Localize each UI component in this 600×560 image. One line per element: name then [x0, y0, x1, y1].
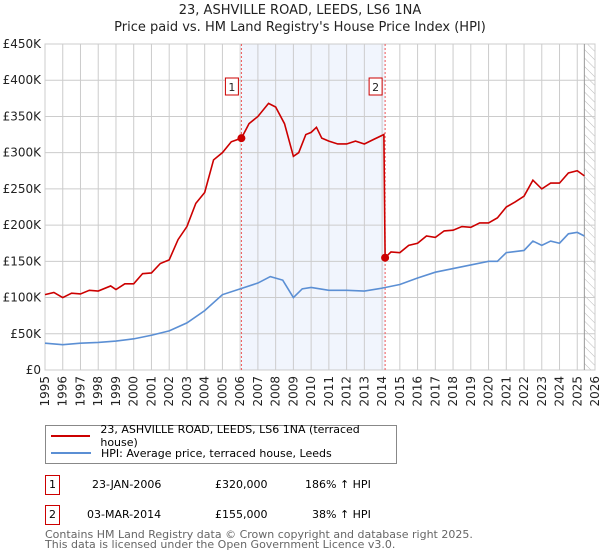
footer: Contains HM Land Registry data © Crown c…: [45, 528, 473, 551]
transaction-row: 2 03-MAR-2014 £155,000 38% ↑ HPI: [45, 505, 465, 525]
y-tick-label: £100K: [3, 291, 43, 305]
transaction-hpi: 38% ↑ HPI: [312, 508, 371, 521]
transaction-price: £155,000: [215, 508, 268, 521]
footer-line-2: This data is licensed under the Open Gov…: [45, 538, 396, 551]
x-tick-label: 2002: [162, 376, 176, 407]
legend-item-property: 23, ASHVILLE ROAD, LEEDS, LS6 1NA (terra…: [51, 423, 396, 449]
sale-point: [381, 253, 390, 262]
annotation-label: 2: [372, 81, 379, 94]
y-tick-label: £200K: [3, 218, 43, 232]
legend-label: 23, ASHVILLE ROAD, LEEDS, LS6 1NA (terra…: [100, 423, 360, 449]
x-tick-label: 2018: [446, 376, 460, 407]
x-tick-label: 2014: [375, 376, 389, 407]
x-tick-label: 2024: [553, 376, 567, 407]
x-tick-label: 1999: [109, 376, 123, 407]
legend: 23, ASHVILLE ROAD, LEEDS, LS6 1NA (terra…: [45, 423, 397, 464]
x-tick-label: 2020: [482, 376, 496, 407]
y-tick-label: £0: [26, 363, 41, 377]
transaction-badge: 1: [45, 475, 60, 495]
line-chart: 1995 1996 1997 1998 1999 2000 2001 2002 2003 2004…: [3, 37, 600, 407]
x-tick-label: 2009: [286, 376, 300, 407]
x-tick-label: 2026: [588, 376, 600, 407]
shaded-ownership-period: [241, 44, 386, 370]
x-tick-label: 2007: [251, 376, 265, 407]
annotation-box: [368, 77, 383, 96]
x-tick-label: 1995: [38, 376, 52, 407]
x-tick-label: 2025: [570, 376, 584, 407]
hpi-series-line: [44, 231, 585, 346]
annotation-label: 1: [228, 81, 235, 94]
footer-line-1: Contains HM Land Registry data © Crown c…: [45, 528, 473, 541]
x-tick-label: 1997: [73, 376, 87, 407]
y-tick-label: £300K: [3, 146, 43, 160]
x-tick-label: 2021: [499, 376, 513, 407]
transaction-badge: 2: [45, 505, 60, 525]
legend-item-hpi: HPI: Average price, terraced house, Leed…: [51, 445, 332, 461]
transaction-date: 23-JAN-2006: [92, 478, 162, 491]
y-tick-label: £450K: [3, 37, 43, 51]
legend-swatch-blue: [51, 452, 91, 454]
forecast-hatch: [584, 44, 595, 370]
legend-label: HPI: Average price, terraced house, Leed…: [101, 446, 332, 460]
annotation-box: [224, 77, 239, 96]
x-tick-label: 2011: [322, 376, 336, 407]
x-tick-label: 2003: [180, 376, 194, 407]
legend-swatch-red: [51, 435, 91, 437]
x-tick-label: 2004: [198, 376, 212, 407]
x-tick-label: 2023: [535, 376, 549, 407]
transaction-row: 1 23-JAN-2006 £320,000 186% ↑ HPI: [45, 475, 465, 495]
property-series-line: [44, 102, 585, 299]
x-tick-label: 2016: [411, 376, 425, 407]
transaction-price: £320,000: [215, 478, 268, 491]
y-tick-label: £250K: [3, 182, 43, 196]
x-tick-label: 2019: [464, 376, 478, 407]
x-tick-label: 2017: [428, 376, 442, 407]
transaction-date: 03-MAR-2014: [87, 508, 162, 521]
x-tick-label: 2010: [304, 376, 318, 407]
y-tick-label: £350K: [3, 109, 43, 123]
x-tick-label: 2005: [215, 376, 229, 407]
x-tick-label: 2013: [357, 376, 371, 407]
chart-title: 23, ASHVILLE ROAD, LEEDS, LS6 1NA: [178, 3, 422, 18]
sale-point: [237, 134, 246, 143]
y-tick-label: £150K: [3, 254, 43, 268]
x-tick-label: 2008: [269, 376, 283, 407]
x-tick-label: 2006: [233, 376, 247, 407]
x-tick-label: 2001: [144, 376, 158, 407]
x-tick-label: 1998: [91, 376, 105, 407]
transaction-hpi: 186% ↑ HPI: [305, 478, 371, 491]
x-tick-label: 1996: [56, 376, 70, 407]
y-tick-label: £400K: [3, 73, 43, 87]
chart-subtitle: Price paid vs. HM Land Registry's House …: [114, 20, 486, 35]
x-tick-label: 2015: [393, 376, 407, 407]
x-tick-label: 2012: [340, 376, 354, 407]
x-tick-label: 2022: [517, 376, 531, 407]
x-tick-label: 2000: [127, 376, 141, 407]
y-tick-label: £50K: [10, 327, 42, 341]
